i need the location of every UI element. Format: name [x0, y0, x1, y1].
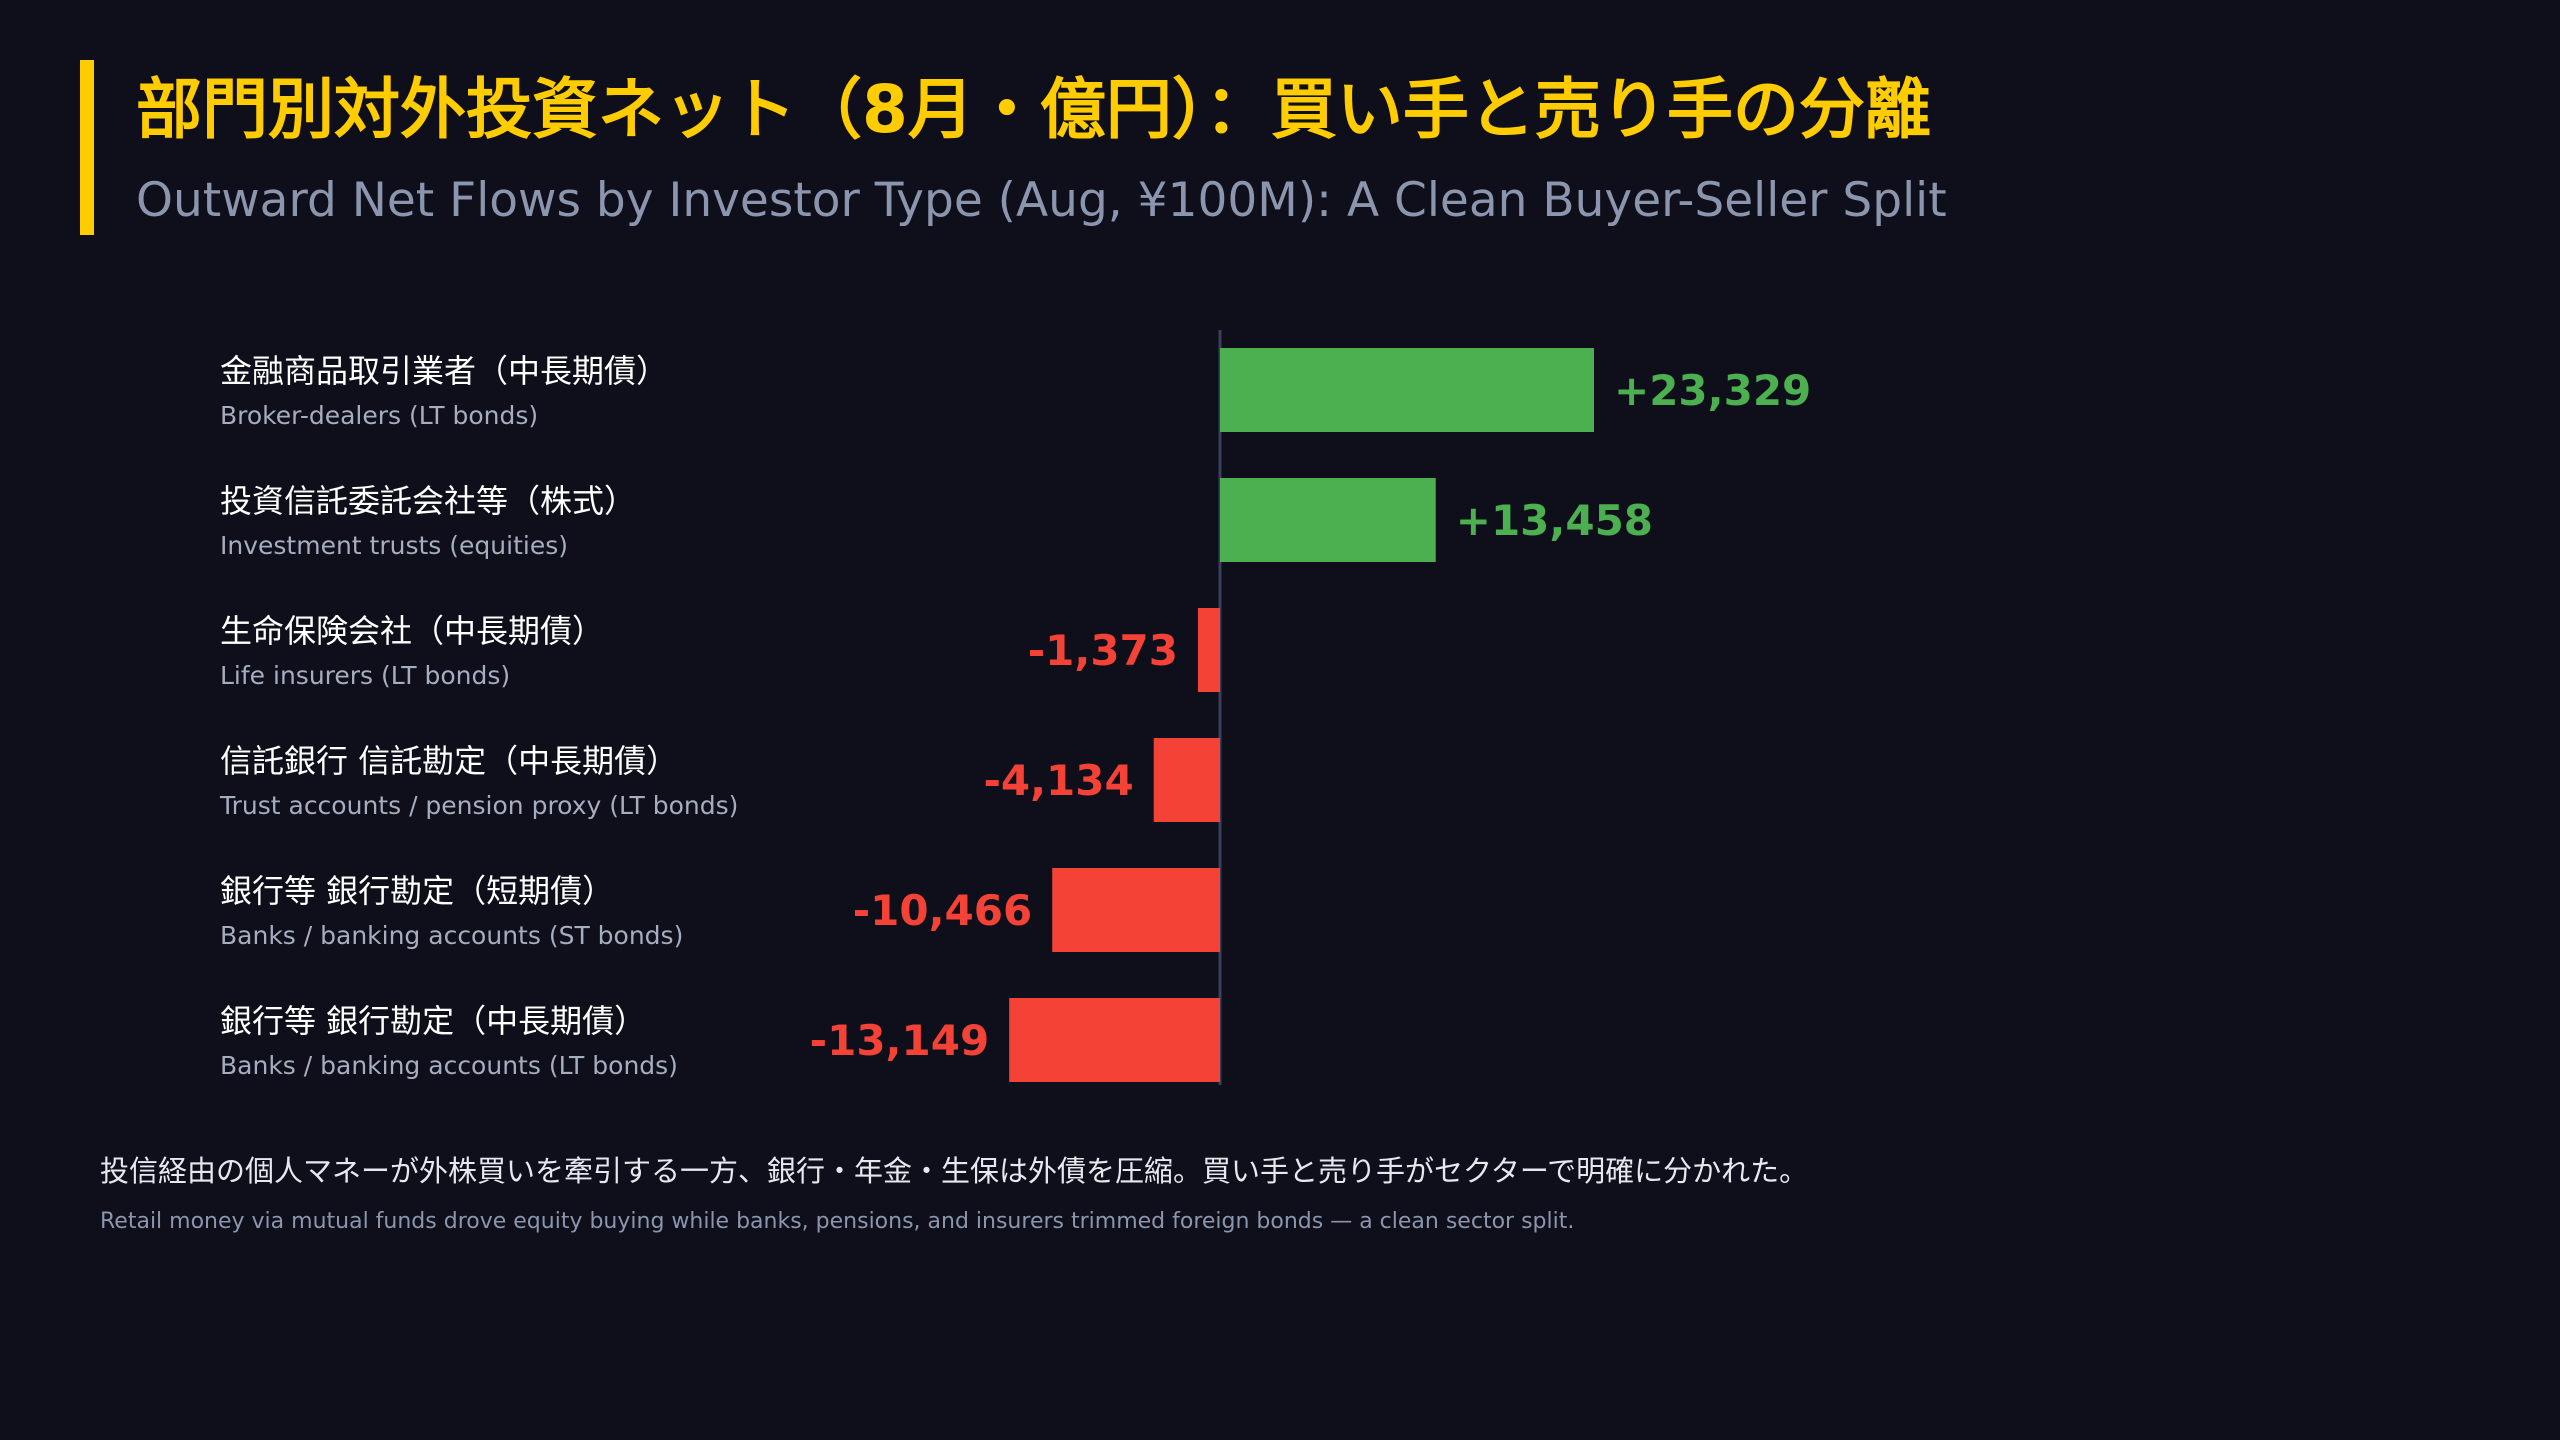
data-label-3: -4,134: [983, 756, 1133, 805]
accent-bar: [80, 60, 94, 235]
bar-5: [1009, 998, 1220, 1082]
category-label-en-0: Broker-dealers (LT bonds): [220, 401, 538, 430]
category-label-en-4: Banks / banking accounts (ST bonds): [220, 921, 683, 950]
category-label-0: 金融商品取引業者（中長期債）: [220, 352, 668, 390]
chart-title: 部門別対外投資ネット（8月・億円）：買い手と売り手の分離: [136, 71, 1931, 148]
data-label-4: -10,466: [853, 886, 1033, 935]
category-label-1: 投資信託委託会社等（株式）: [220, 482, 636, 520]
bar-1: [1220, 478, 1436, 562]
category-label-5: 銀行等 銀行勘定（中長期債）: [220, 1002, 646, 1040]
category-label-en-5: Banks / banking accounts (LT bonds): [220, 1051, 678, 1080]
category-label-4: 銀行等 銀行勘定（短期債）: [220, 872, 614, 910]
data-label-5: -13,149: [810, 1016, 990, 1065]
category-label-2: 生命保険会社（中長期債）: [220, 612, 604, 650]
data-label-0: +23,329: [1614, 366, 1811, 415]
bar-2: [1197, 608, 1220, 692]
category-label-en-1: Investment trusts (equities): [220, 531, 568, 560]
category-label-en-3: Trust accounts / pension proxy (LT bonds…: [219, 791, 738, 820]
footnote-en: Retail money via mutual funds drove equi…: [100, 1209, 1575, 1234]
category-label-3: 信託銀行 信託勘定（中長期債）: [220, 742, 678, 780]
data-label-2: -1,373: [1028, 626, 1178, 675]
category-label-en-2: Life insurers (LT bonds): [220, 661, 510, 690]
bar-4: [1052, 868, 1220, 952]
data-label-1: +13,458: [1456, 496, 1653, 545]
bar-0: [1220, 348, 1594, 432]
footnote-jp: 投信経由の個人マネーが外株買いを牽引する一方、銀行・年金・生保は外債を圧縮。買い…: [100, 1154, 1809, 1188]
bar-3: [1153, 738, 1220, 822]
chart-subtitle: Outward Net Flows by Investor Type (Aug,…: [136, 173, 1947, 228]
